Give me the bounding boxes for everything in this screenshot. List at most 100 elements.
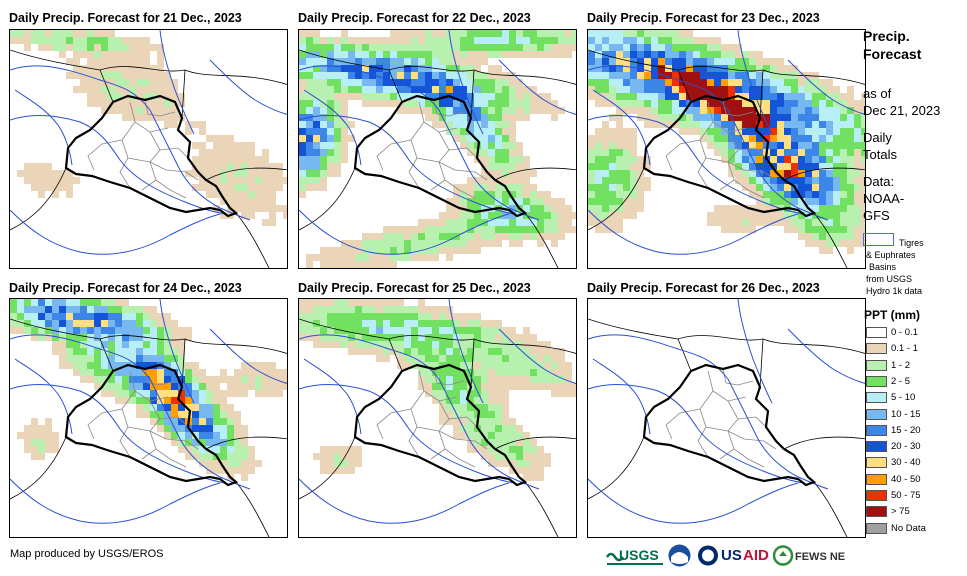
precip-cell [488, 30, 495, 37]
precip-cell [784, 128, 791, 135]
precip-cell [609, 205, 616, 212]
precip-cell [52, 306, 59, 313]
precip-cell [784, 170, 791, 177]
precip-cell [199, 128, 206, 135]
precip-cell [819, 163, 826, 170]
precip-cell [38, 446, 45, 453]
precip-cell [101, 44, 108, 51]
precip-cell [262, 149, 269, 156]
precip-cell [101, 390, 108, 397]
precip-cell [178, 93, 185, 100]
precip-cell [376, 313, 383, 320]
precip-cell [45, 425, 52, 432]
precip-cell [537, 362, 544, 369]
precip-cell [341, 341, 348, 348]
precip-cell [376, 341, 383, 348]
precip-cell [460, 247, 467, 254]
precip-cell [805, 149, 812, 156]
precip-cell [488, 425, 495, 432]
precip-cell [390, 247, 397, 254]
precip-cell [306, 44, 313, 51]
precip-cell [348, 135, 355, 142]
precip-cell [355, 93, 362, 100]
precip-cell [362, 240, 369, 247]
precip-cell [777, 198, 784, 205]
precip-cell [38, 453, 45, 460]
precip-cell [446, 369, 453, 376]
precip-cell [544, 100, 551, 107]
precip-cell [595, 219, 602, 226]
precip-cell [651, 107, 658, 114]
precip-cell [840, 142, 847, 149]
precip-cell [812, 100, 819, 107]
precip-cell [115, 86, 122, 93]
precip-cell [565, 219, 572, 226]
precip-cell [404, 362, 411, 369]
precip-cell [826, 114, 833, 121]
precip-cell [362, 254, 369, 261]
precip-cell [45, 44, 52, 51]
precip-cell [495, 226, 502, 233]
precip-cell [812, 219, 819, 226]
precip-cell [453, 114, 460, 121]
precip-cell [616, 170, 623, 177]
precip-cell [306, 128, 313, 135]
precip-cell [749, 121, 756, 128]
precip-cell [320, 247, 327, 254]
precip-cell [588, 79, 595, 86]
precip-cell [777, 184, 784, 191]
precip-cell [763, 107, 770, 114]
precip-cell [609, 128, 616, 135]
precip-cell [714, 93, 721, 100]
precip-cell [756, 100, 763, 107]
river-basin-line [299, 209, 510, 255]
precip-cell [544, 198, 551, 205]
precip-cell [588, 37, 595, 44]
precip-cell [376, 299, 383, 306]
precip-cell [73, 177, 80, 184]
precip-cell [630, 135, 637, 142]
precip-cell [439, 362, 446, 369]
precip-cell [798, 107, 805, 114]
precip-cell [749, 72, 756, 79]
precip-cell [432, 72, 439, 79]
precip-cell [241, 446, 248, 453]
precip-cell [383, 37, 390, 44]
precip-cell [52, 299, 59, 306]
precip-cell [150, 418, 157, 425]
precip-cell [537, 341, 544, 348]
precip-cell [129, 383, 136, 390]
precip-cell [348, 121, 355, 128]
precip-cell [812, 107, 819, 114]
precip-cell [66, 170, 73, 177]
precip-cell [376, 86, 383, 93]
precip-cell [735, 170, 742, 177]
precip-cell [101, 72, 108, 79]
precip-cell [390, 58, 397, 65]
precip-cell [805, 177, 812, 184]
precip-cell [80, 369, 87, 376]
precip-cell [313, 327, 320, 334]
precip-cell [495, 432, 502, 439]
precip-cell [784, 191, 791, 198]
precip-cell [854, 170, 861, 177]
precip-cell [847, 156, 854, 163]
precip-cell [234, 170, 241, 177]
precip-cell [481, 240, 488, 247]
precip-cell [728, 149, 735, 156]
precip-cell [17, 313, 24, 320]
precip-cell [101, 86, 108, 93]
precip-cell [220, 198, 227, 205]
precip-cell [185, 327, 192, 334]
precip-cell [714, 58, 721, 65]
precip-cell [812, 177, 819, 184]
panel-title-6: Daily Precip. Forecast for 26 Dec., 2023 [587, 281, 820, 295]
precip-cell [665, 30, 672, 37]
precip-cell [679, 114, 686, 121]
precip-cell [763, 128, 770, 135]
precip-cell [693, 93, 700, 100]
precip-cell [38, 191, 45, 198]
precip-cell [481, 376, 488, 383]
precip-cell [588, 205, 595, 212]
precip-cell [588, 135, 595, 142]
